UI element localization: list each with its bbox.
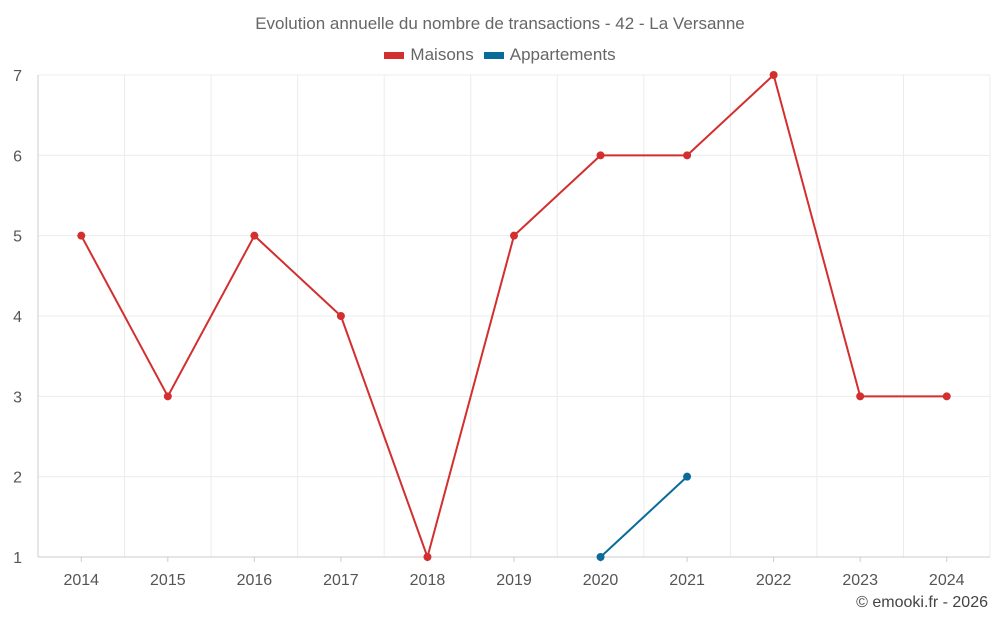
x-tick-label: 2018 <box>410 572 446 589</box>
data-point-appartements <box>683 472 692 481</box>
x-tick-label: 2015 <box>150 572 186 589</box>
x-tick-label: 2024 <box>929 572 965 589</box>
y-tick-label: 4 <box>13 309 22 326</box>
data-point-maisons <box>942 392 951 401</box>
y-tick-label: 5 <box>13 229 22 246</box>
legend-swatch-appartements <box>483 51 504 59</box>
data-point-maisons <box>163 392 172 401</box>
y-tick-label: 7 <box>13 68 22 85</box>
data-point-appartements <box>596 553 605 561</box>
x-tick-label: 2023 <box>842 572 878 589</box>
data-point-maisons <box>250 231 259 240</box>
data-point-maisons <box>423 553 432 561</box>
x-tick-label: 2017 <box>323 572 359 589</box>
legend-label-appartements: Appartements <box>509 45 616 64</box>
y-tick-label: 6 <box>13 148 22 165</box>
legend-item-maisons[interactable]: Maisons <box>384 45 474 65</box>
series-line-appartements <box>599 475 688 558</box>
data-point-maisons <box>596 151 605 160</box>
x-tick-label: 2021 <box>669 572 705 589</box>
data-point-maisons <box>683 151 692 160</box>
x-tick-label: 2022 <box>756 572 792 589</box>
y-tick-label: 3 <box>13 389 22 406</box>
legend-item-appartements[interactable]: Appartements <box>483 45 616 65</box>
x-tick-label: 2014 <box>63 572 99 589</box>
data-point-maisons <box>77 231 86 240</box>
legend-label-maisons: Maisons <box>410 45 474 64</box>
x-tick-label: 2016 <box>237 572 273 589</box>
data-point-maisons <box>856 392 865 401</box>
y-tick-label: 1 <box>13 550 22 567</box>
chart-title: Evolution annuelle du nombre de transact… <box>255 14 745 33</box>
legend: Maisons Appartements <box>0 45 1000 65</box>
legend-swatch-maisons <box>384 51 405 59</box>
x-tick-label: 2020 <box>583 572 619 589</box>
y-tick-label: 2 <box>13 470 22 487</box>
data-point-maisons <box>336 312 345 320</box>
x-tick-label: 2019 <box>496 572 532 589</box>
credit-text: © emooki.fr - 2026 <box>856 594 988 611</box>
data-point-maisons <box>510 231 518 240</box>
data-point-maisons <box>769 71 778 79</box>
